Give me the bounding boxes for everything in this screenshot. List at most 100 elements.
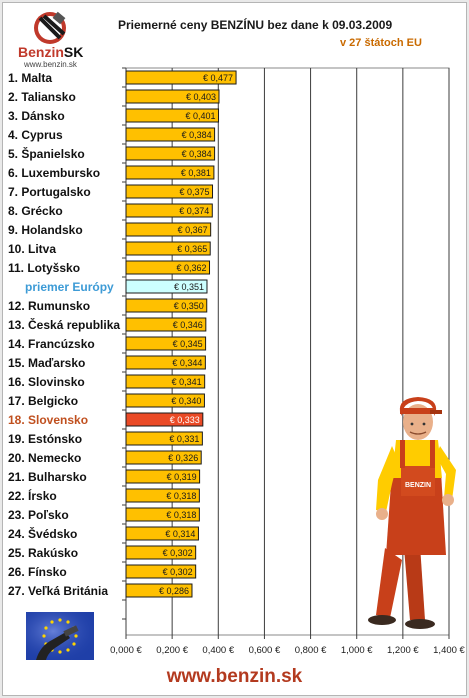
bar: [125, 165, 215, 180]
bar: [125, 127, 216, 142]
data-label: € 0,344: [172, 358, 202, 368]
bar: [125, 355, 206, 370]
bar: [125, 507, 200, 522]
category-label: 27. Veľká Británia: [8, 584, 108, 598]
data-label: € 0,319: [167, 472, 197, 482]
category-label: 10. Litva: [8, 242, 56, 256]
data-label: € 0,403: [186, 92, 216, 102]
category-label: 7. Portugalsko: [8, 185, 91, 199]
category-label: 11. Lotyšsko: [8, 261, 80, 275]
category-label: 17. Belgicko: [8, 394, 78, 408]
bar: [125, 317, 207, 332]
bar: [125, 146, 216, 161]
bar: [125, 374, 206, 389]
bar: [125, 298, 208, 313]
bar: [125, 203, 213, 218]
gas-station-attendant-illustration: BENZIN: [368, 397, 456, 629]
data-label: € 0,384: [182, 130, 212, 140]
bar: [125, 526, 199, 541]
category-label: 4. Cyprus: [8, 128, 63, 142]
x-tick-label: 0,000 €: [110, 645, 142, 656]
logo-brand-text: BenzinSK: [18, 44, 84, 60]
category-label: 25. Rakúsko: [8, 546, 78, 560]
bar: [125, 488, 200, 503]
chart-subtitle: v 27 štátoch EU: [340, 37, 422, 49]
bar: [125, 222, 212, 237]
category-label: priemer Európy: [25, 280, 114, 294]
x-tick-label: 0,600 €: [249, 645, 281, 656]
data-label: € 0,401: [185, 111, 215, 121]
category-label: 5. Španielsko: [8, 146, 85, 161]
bar: [125, 279, 208, 294]
bar: [125, 108, 220, 123]
benzin-sk-logo: BenzinSK www.benzin.sk: [10, 8, 90, 69]
data-label: € 0,314: [165, 529, 195, 539]
data-label: € 0,362: [176, 263, 206, 273]
data-label: € 0,326: [168, 453, 198, 463]
data-label: € 0,318: [166, 510, 196, 520]
x-tick-label: 0,800 €: [295, 645, 327, 656]
category-label: 24. Švédsko: [8, 526, 77, 541]
x-axis-tick-labels: 0,000 € 0,200 € 0,400 € 0,600 € 0,800 € 1,000…: [110, 645, 465, 656]
bar: [125, 564, 197, 579]
data-label: € 0,346: [173, 320, 203, 330]
x-tick-label: 1,000 €: [341, 645, 373, 656]
category-label: 13. Česká republika: [8, 317, 120, 332]
category-label: 20. Nemecko: [8, 451, 81, 465]
category-label: 14. Francúzsko: [8, 337, 95, 351]
x-tick-label: 1,200 €: [387, 645, 419, 656]
data-label: € 0,286: [159, 586, 189, 596]
data-label: € 0,302: [163, 548, 193, 558]
svg-text:BENZIN: BENZIN: [405, 482, 431, 489]
category-label: 3. Dánsko: [8, 109, 65, 123]
category-label: 15. Maďarsko: [8, 356, 85, 370]
data-label: € 0,340: [171, 396, 201, 406]
data-label: € 0,333: [170, 415, 200, 425]
bar: [125, 89, 220, 104]
data-label: € 0,341: [172, 377, 202, 387]
bar: [125, 450, 202, 465]
bar: [125, 583, 193, 598]
data-label: € 0,331: [169, 434, 199, 444]
category-label: 21. Bulharsko: [8, 470, 87, 484]
x-tick-label: 1,400 €: [433, 645, 465, 656]
bar: [125, 70, 237, 85]
x-tick-label: 0,400 €: [202, 645, 234, 656]
category-label: 1. Malta: [8, 71, 52, 85]
bar: [125, 184, 214, 199]
category-label: 23. Poľsko: [8, 508, 69, 522]
bar: [125, 412, 204, 427]
data-label: € 0,374: [179, 206, 209, 216]
data-label: € 0,367: [178, 225, 208, 235]
eu-flag-fuel-nozzle-icon: [26, 612, 94, 660]
data-label: € 0,384: [182, 149, 212, 159]
category-label: 8. Grécko: [8, 204, 63, 218]
category-labels: 1. Malta 2. Taliansko 3. Dánsko 4. Cyprus 5.…: [8, 71, 120, 598]
category-label: 12. Rumunsko: [8, 299, 90, 313]
category-label: 22. Írsko: [8, 488, 57, 503]
category-label: 18. Slovensko: [8, 413, 88, 427]
category-label: 19. Estónsko: [8, 432, 82, 446]
category-label: 26. Fínsko: [8, 565, 67, 579]
data-label: € 0,350: [174, 301, 204, 311]
data-label: € 0,381: [181, 168, 211, 178]
category-label: 16. Slovinsko: [8, 375, 85, 389]
bar: [125, 260, 211, 275]
data-label: € 0,375: [179, 187, 209, 197]
logo-url: www.benzin.sk: [24, 60, 77, 69]
bar: [125, 469, 201, 484]
x-tick-label: 0,200 €: [156, 645, 188, 656]
data-label: € 0,302: [163, 567, 193, 577]
bar: [125, 545, 197, 560]
data-label: € 0,351: [174, 282, 204, 292]
fuel-pump-logo-icon: [34, 11, 66, 44]
data-label: € 0,345: [173, 339, 203, 349]
category-label: 6. Luxembursko: [8, 166, 100, 180]
data-label: € 0,318: [166, 491, 196, 501]
data-label: € 0,365: [177, 244, 207, 254]
bar: [125, 431, 203, 446]
bars: € 0,477 € 0,403 € 0,401 € 0,384 € 0,384 € 0,3…: [125, 70, 237, 598]
bar: [125, 336, 207, 351]
chart-title: Priemerné ceny BENZÍNU bez dane k 09.03.…: [118, 18, 393, 32]
